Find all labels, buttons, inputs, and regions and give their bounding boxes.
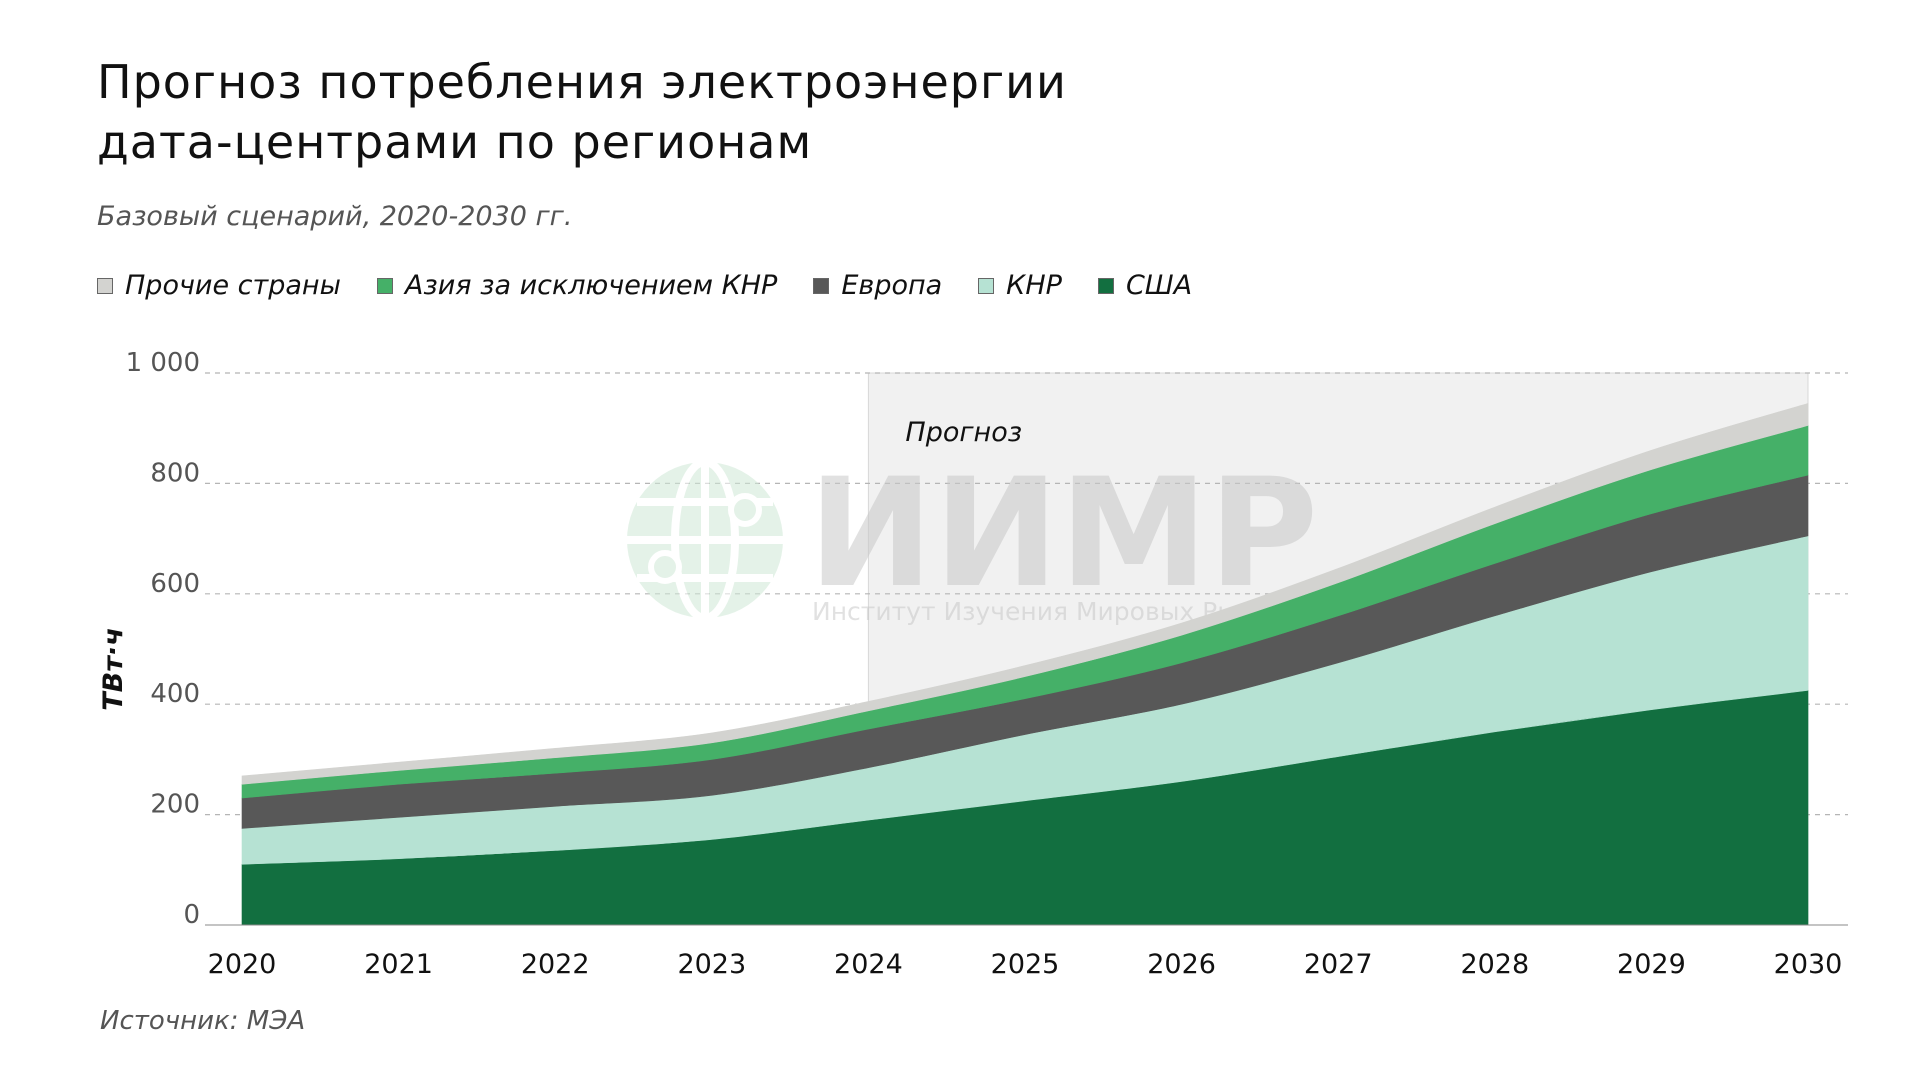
watermark: ИИМР Институт Изучения Мировых Рынков [627,447,1318,626]
x-tick-label: 2030 [1774,949,1843,980]
x-tick-label: 2024 [834,949,903,980]
chart-subtitle: Базовый сценарий, 2020-2030 гг. [97,201,573,232]
title-line-2: дата-центрами по регионам [97,115,813,169]
area-series-прочие-страны [241,402,1809,785]
forecast-label: Прогноз [905,417,1022,448]
globe-icon [627,458,783,622]
legend-label-europe: Европа [841,270,943,301]
x-tick-label: 2025 [991,949,1060,980]
x-tick-label: 2028 [1460,949,1529,980]
stacked-areas [241,402,1809,926]
legend-item-other: Прочие страны [97,270,341,301]
title-line-1: Прогноз потребления электроэнергии [97,55,1067,109]
legend-swatch-other [97,277,113,294]
y-axis-label: ТВт·ч [98,627,129,710]
y-tick-label: 1 000 [126,348,200,378]
legend-swatch-asia [376,277,393,294]
x-tick-label: 2023 [677,949,746,980]
x-tick-label: 2029 [1617,949,1686,980]
legend-item-usa: США [1097,270,1193,301]
legend-label-other: Прочие страны [125,270,341,301]
y-tick-label: 800 [150,458,200,488]
legend-label-asia: Азия за исключением КНР [404,270,778,301]
page-title: Прогноз потребления электроэнергии дата-… [97,52,1067,172]
x-tick-label: 2026 [1147,949,1216,980]
y-tick-label: 600 [150,569,200,599]
x-axis-ticks: 2020 2021 2022 2023 2024 2025 2026 2027 2028 2029… [208,949,1843,980]
legend-swatch-europe [813,277,830,294]
x-tick-label: 2020 [208,949,277,980]
legend-label-usa: США [1125,270,1193,301]
y-axis-ticks: 0 200 400 600 800 1 000 [126,348,200,930]
legend-swatch-usa [1097,277,1114,294]
legend-item-asia: Азия за исключением КНР [376,270,778,301]
legend-item-europe: Европа [813,270,942,301]
y-tick-label: 200 [150,790,200,820]
legend-item-china: КНР [978,270,1062,301]
legend-label-china: КНР [1006,270,1062,301]
y-tick-label: 0 [183,900,200,930]
watermark-name: ИИМР [808,447,1318,621]
legend-swatch-china [978,277,995,294]
x-tick-label: 2021 [364,949,433,980]
chart-legend: Прочие страны Азия за исключением КНР Ев… [97,270,1228,301]
x-tick-label: 2027 [1304,949,1373,980]
y-tick-label: 400 [150,679,200,709]
source-note: Источник: МЭА [100,1006,306,1036]
x-tick-label: 2022 [521,949,590,980]
